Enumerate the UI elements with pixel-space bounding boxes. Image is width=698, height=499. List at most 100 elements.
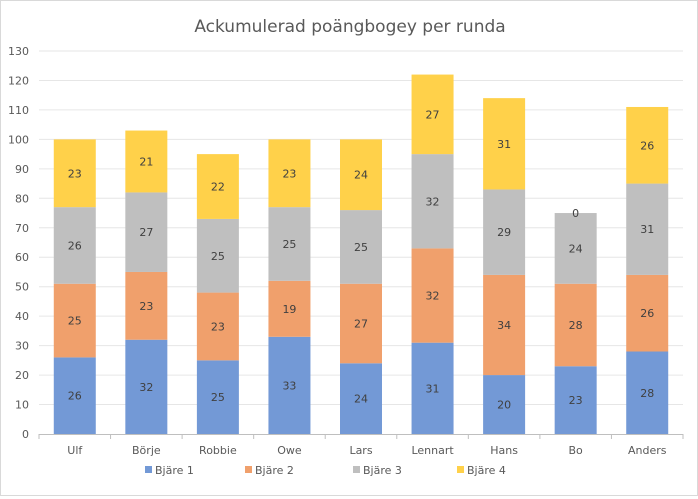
bar-segment[interactable] — [268, 280, 311, 337]
bar-segment[interactable] — [196, 360, 239, 434]
y-tick-label: 40 — [15, 310, 29, 323]
data-label: 27 — [139, 226, 153, 239]
bar-segment[interactable] — [125, 192, 168, 272]
bar-segment[interactable] — [483, 189, 526, 275]
data-label: 23 — [211, 320, 225, 333]
bar-segment[interactable] — [53, 139, 96, 208]
data-label: 19 — [282, 303, 296, 316]
legend-label: Bjäre 3 — [363, 464, 402, 477]
bar-segment[interactable] — [53, 357, 96, 434]
x-tick-label: Lars — [349, 444, 372, 457]
bar-segment[interactable] — [626, 106, 669, 184]
x-tick-label: Owe — [277, 444, 302, 457]
y-tick-label: 130 — [8, 45, 29, 58]
data-label: 21 — [139, 155, 153, 168]
bar-segment[interactable] — [125, 271, 168, 340]
data-label: 31 — [426, 382, 440, 395]
x-tick-label: Börje — [132, 444, 161, 457]
legend-item[interactable]: Bjäre 3 — [353, 464, 402, 477]
data-label: 25 — [68, 315, 82, 328]
x-tick-label: Hans — [490, 444, 518, 457]
bar-segment[interactable] — [340, 210, 382, 284]
bar-segment[interactable] — [411, 154, 454, 249]
bar-segment[interactable] — [340, 139, 382, 211]
bar-segment[interactable] — [268, 207, 311, 281]
data-label: 22 — [211, 181, 225, 194]
y-tick-label: 80 — [15, 192, 29, 205]
bar-segment[interactable] — [554, 213, 597, 284]
bar-segment[interactable] — [268, 139, 311, 208]
data-label: 28 — [640, 387, 654, 400]
y-tick-label: 30 — [15, 340, 29, 353]
data-label: 31 — [497, 138, 511, 151]
y-tick-label: 70 — [15, 222, 29, 235]
data-label: 28 — [569, 319, 583, 332]
bar-segment[interactable] — [483, 98, 526, 190]
data-label: 31 — [640, 223, 654, 236]
x-tick-label: Bo — [569, 444, 584, 457]
data-label: 26 — [640, 139, 654, 152]
data-label: 32 — [139, 381, 153, 394]
bar-segment[interactable] — [196, 154, 239, 219]
bar-segment[interactable] — [411, 248, 454, 343]
y-tick-label: 90 — [15, 163, 29, 176]
bar-segment[interactable] — [626, 351, 669, 434]
y-tick-label: 10 — [15, 399, 29, 412]
bar-segment[interactable] — [340, 363, 382, 434]
bar-segment[interactable] — [626, 274, 669, 352]
legend-swatch — [145, 466, 152, 473]
bar-segment[interactable] — [554, 366, 597, 434]
bar-segment[interactable] — [196, 218, 239, 293]
data-label: 24 — [569, 242, 583, 255]
bar-segment[interactable] — [196, 292, 239, 361]
data-label: 23 — [282, 167, 296, 180]
data-label: 26 — [640, 307, 654, 320]
y-tick-label: 60 — [15, 251, 29, 264]
data-label: 0 — [572, 207, 579, 220]
data-label: 25 — [211, 391, 225, 404]
y-tick-label: 110 — [8, 104, 29, 117]
data-label: 32 — [426, 290, 440, 303]
data-label: 27 — [426, 108, 440, 121]
data-label: 27 — [354, 318, 368, 331]
data-label: 24 — [354, 393, 368, 406]
bar-segment[interactable] — [483, 375, 526, 434]
x-tick-label: Ulf — [67, 444, 83, 457]
bar-segment[interactable] — [340, 283, 382, 364]
legend-item[interactable]: Bjäre 4 — [457, 464, 506, 477]
y-tick-label: 100 — [8, 133, 29, 146]
bar-segment[interactable] — [554, 283, 597, 367]
bar-segment[interactable] — [125, 339, 168, 434]
bar-segment[interactable] — [626, 183, 669, 275]
data-label: 25 — [282, 238, 296, 251]
data-label: 34 — [497, 319, 511, 332]
legend-swatch — [245, 466, 252, 473]
bar-segment[interactable] — [268, 336, 311, 434]
data-label: 24 — [354, 169, 368, 182]
data-label: 23 — [139, 300, 153, 313]
legend-label: Bjäre 2 — [255, 464, 294, 477]
y-tick-label: 50 — [15, 281, 29, 294]
bar-segment[interactable] — [411, 342, 454, 434]
data-label: 23 — [68, 167, 82, 180]
x-tick-label: Lennart — [411, 444, 454, 457]
bar-segment[interactable] — [53, 283, 96, 358]
y-tick-label: 0 — [22, 428, 29, 441]
data-label: 23 — [569, 394, 583, 407]
bar-segment[interactable] — [53, 207, 96, 284]
legend-item[interactable]: Bjäre 2 — [245, 464, 294, 477]
data-label: 25 — [211, 250, 225, 263]
bar-segment[interactable] — [483, 274, 526, 376]
data-label: 26 — [68, 239, 82, 252]
data-label: 25 — [354, 241, 368, 254]
chart-title: Ackumulerad poängbogey per runda — [194, 17, 505, 37]
x-tick-label: Anders — [628, 444, 667, 457]
data-label: 26 — [68, 390, 82, 403]
legend-swatch — [353, 466, 360, 473]
bar-segment[interactable] — [125, 130, 168, 193]
legend-label: Bjäre 4 — [467, 464, 506, 477]
legend-item[interactable]: Bjäre 1 — [145, 464, 194, 477]
bar-segment[interactable] — [411, 74, 454, 155]
